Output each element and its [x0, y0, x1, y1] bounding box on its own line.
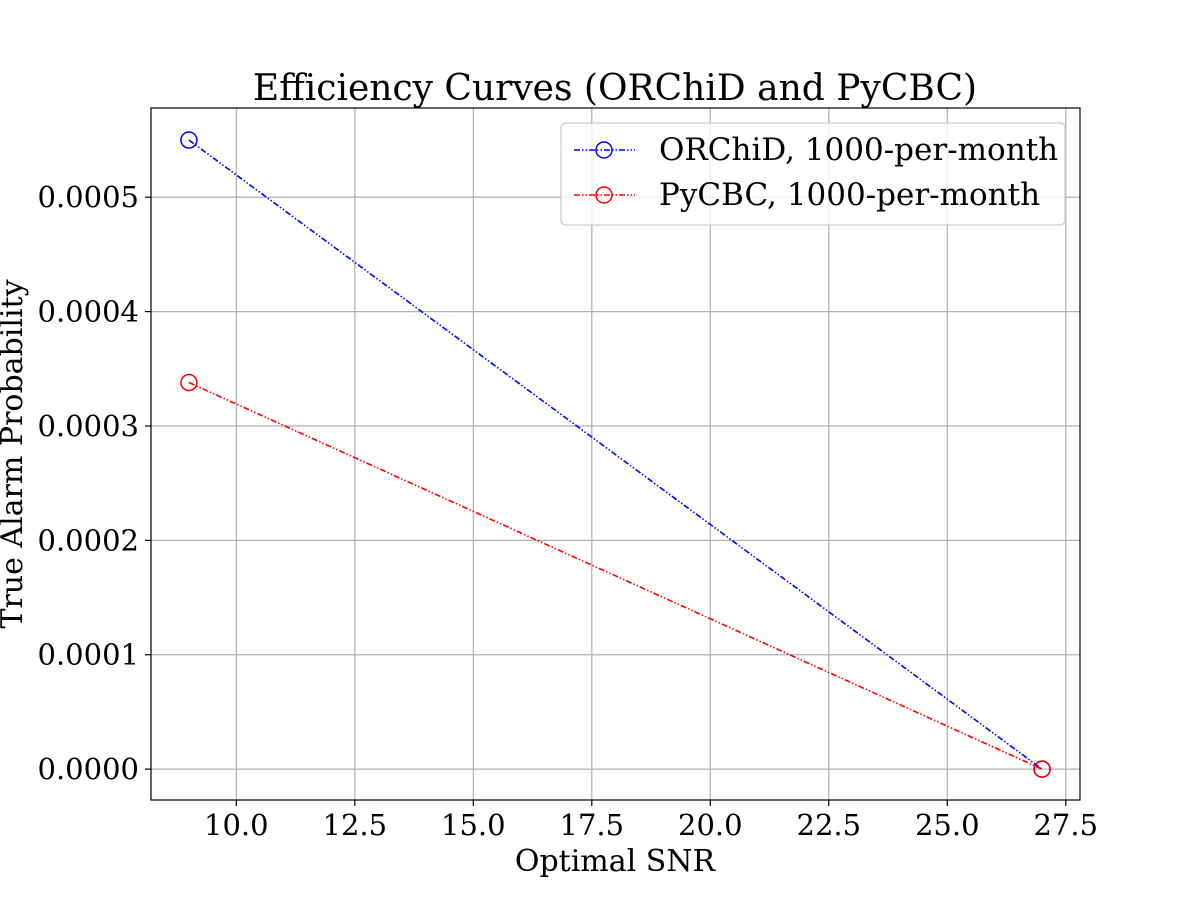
- series-1: [180, 131, 1051, 778]
- y-tick-label: 0.0005: [38, 180, 139, 214]
- legend-marker: [595, 186, 613, 204]
- data-point: [180, 373, 198, 392]
- data-series: [180, 131, 1051, 778]
- legend-item: ORChiD, 1000-per-month: [574, 132, 1058, 168]
- axis-ticks: 10.0 12.5 15.0 17.5 20.0 22.5 25.0 27.5 0.0000 0.…: [38, 180, 1099, 842]
- x-tick-label: 25.0: [915, 808, 980, 842]
- series-line: [188, 139, 1043, 770]
- series-2: [180, 373, 1051, 778]
- legend-marker: [595, 141, 613, 159]
- plot-area-frame: [150, 107, 1081, 801]
- chart-title: Efficiency Curves (ORChiD and PyCBC): [253, 68, 977, 109]
- legend-label: PyCBC, 1000-per-month: [659, 177, 1040, 213]
- x-tick-label: 12.5: [323, 808, 388, 842]
- legend-label: ORChiD, 1000-per-month: [659, 132, 1058, 168]
- x-tick-label: 17.5: [560, 808, 625, 842]
- x-tick-label: 20.0: [678, 808, 743, 842]
- data-point: [180, 131, 198, 149]
- y-tick-label: 0.0002: [38, 523, 139, 557]
- data-point: [1033, 760, 1051, 778]
- y-tick-label: 0.0000: [38, 752, 139, 786]
- legend-item: PyCBC, 1000-per-month: [574, 177, 1040, 213]
- y-axis-label: True Alarm Probability: [0, 279, 30, 628]
- x-tick-label: 27.5: [1033, 808, 1098, 842]
- series-line: [188, 381, 1043, 770]
- y-tick-label: 0.0004: [38, 295, 139, 329]
- x-axis-label: Optimal SNR: [515, 844, 717, 879]
- y-tick-label: 0.0003: [38, 409, 139, 443]
- x-tick-label: 15.0: [441, 808, 506, 842]
- x-tick-label: 10.0: [204, 808, 269, 842]
- x-tick-label: 22.5: [797, 808, 862, 842]
- legend-frame: [560, 122, 1066, 226]
- y-tick-label: 0.0001: [38, 638, 139, 672]
- legend: ORChiD, 1000-per-month PyCBC, 1000-per-mo…: [560, 122, 1066, 226]
